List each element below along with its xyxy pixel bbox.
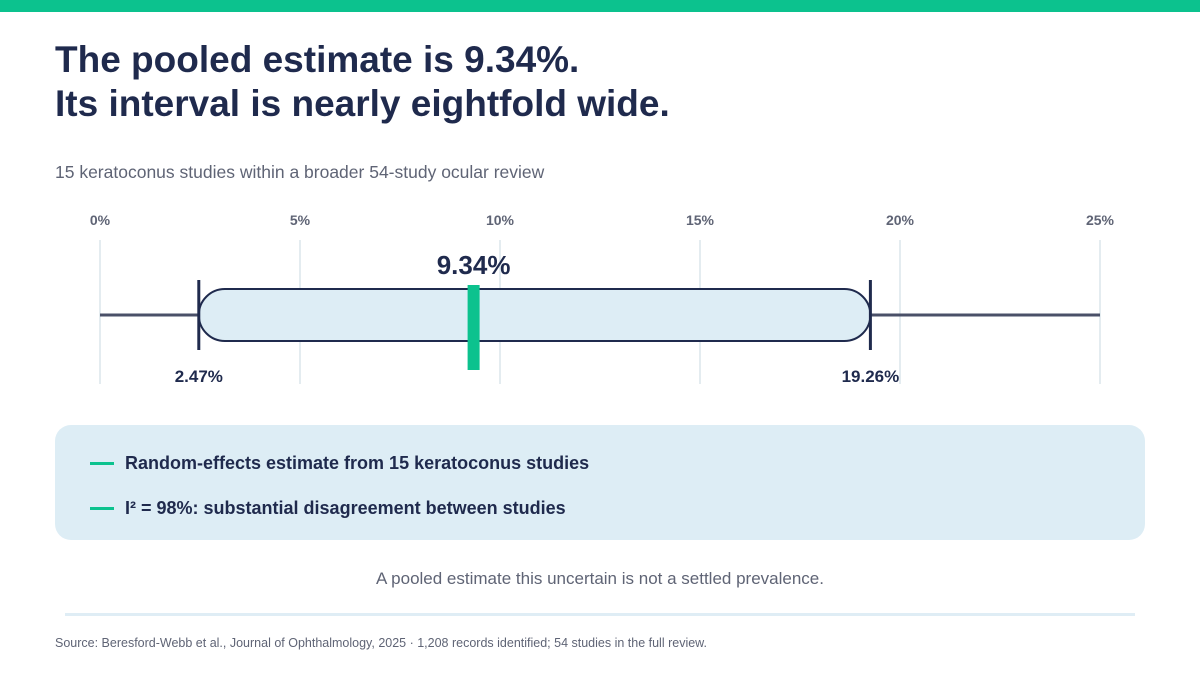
- legend-item-heterogeneity: I² = 98%: substantial disagreement betwe…: [90, 498, 566, 519]
- legend-item-label: I² = 98%: substantial disagreement betwe…: [125, 498, 566, 518]
- headline-line-2: Its interval is nearly eightfold wide.: [55, 83, 670, 124]
- ci-high-label: 19.26%: [842, 367, 900, 386]
- tick-label: 0%: [90, 212, 111, 228]
- subtitle: 15 keratoconus studies within a broader …: [55, 162, 545, 182]
- top-accent-bar: [0, 0, 1200, 12]
- headline-line-1: The pooled estimate is 9.34%.: [55, 39, 580, 80]
- ci-low-label: 2.47%: [175, 367, 223, 386]
- tick-label: 15%: [686, 212, 715, 228]
- legend-box: Random-effects estimate from 15 keratoco…: [55, 425, 1145, 540]
- interval-chart: 0% 5% 10% 15% 20% 25% 9.34% 2.47% 19.26%: [90, 212, 1115, 386]
- legend-dash-icon: [90, 507, 114, 510]
- takeaway: A pooled estimate this uncertain is not …: [376, 569, 824, 588]
- divider: [65, 613, 1135, 616]
- tick-label: 5%: [290, 212, 311, 228]
- legend-item-estimate: Random-effects estimate from 15 keratoco…: [90, 453, 589, 474]
- tick-label: 25%: [1086, 212, 1115, 228]
- tick-label: 10%: [486, 212, 515, 228]
- headline: The pooled estimate is 9.34%. Its interv…: [55, 38, 1155, 126]
- point-estimate-marker: [467, 285, 480, 370]
- confidence-interval-band: [197, 288, 872, 342]
- legend-item-label: Random-effects estimate from 15 keratoco…: [125, 453, 590, 473]
- legend-dash-icon: [90, 462, 114, 465]
- source-note: Source: Beresford-Webb et al., Journal o…: [55, 636, 707, 650]
- tick-label: 20%: [886, 212, 915, 228]
- point-estimate-label: 9.34%: [437, 250, 511, 280]
